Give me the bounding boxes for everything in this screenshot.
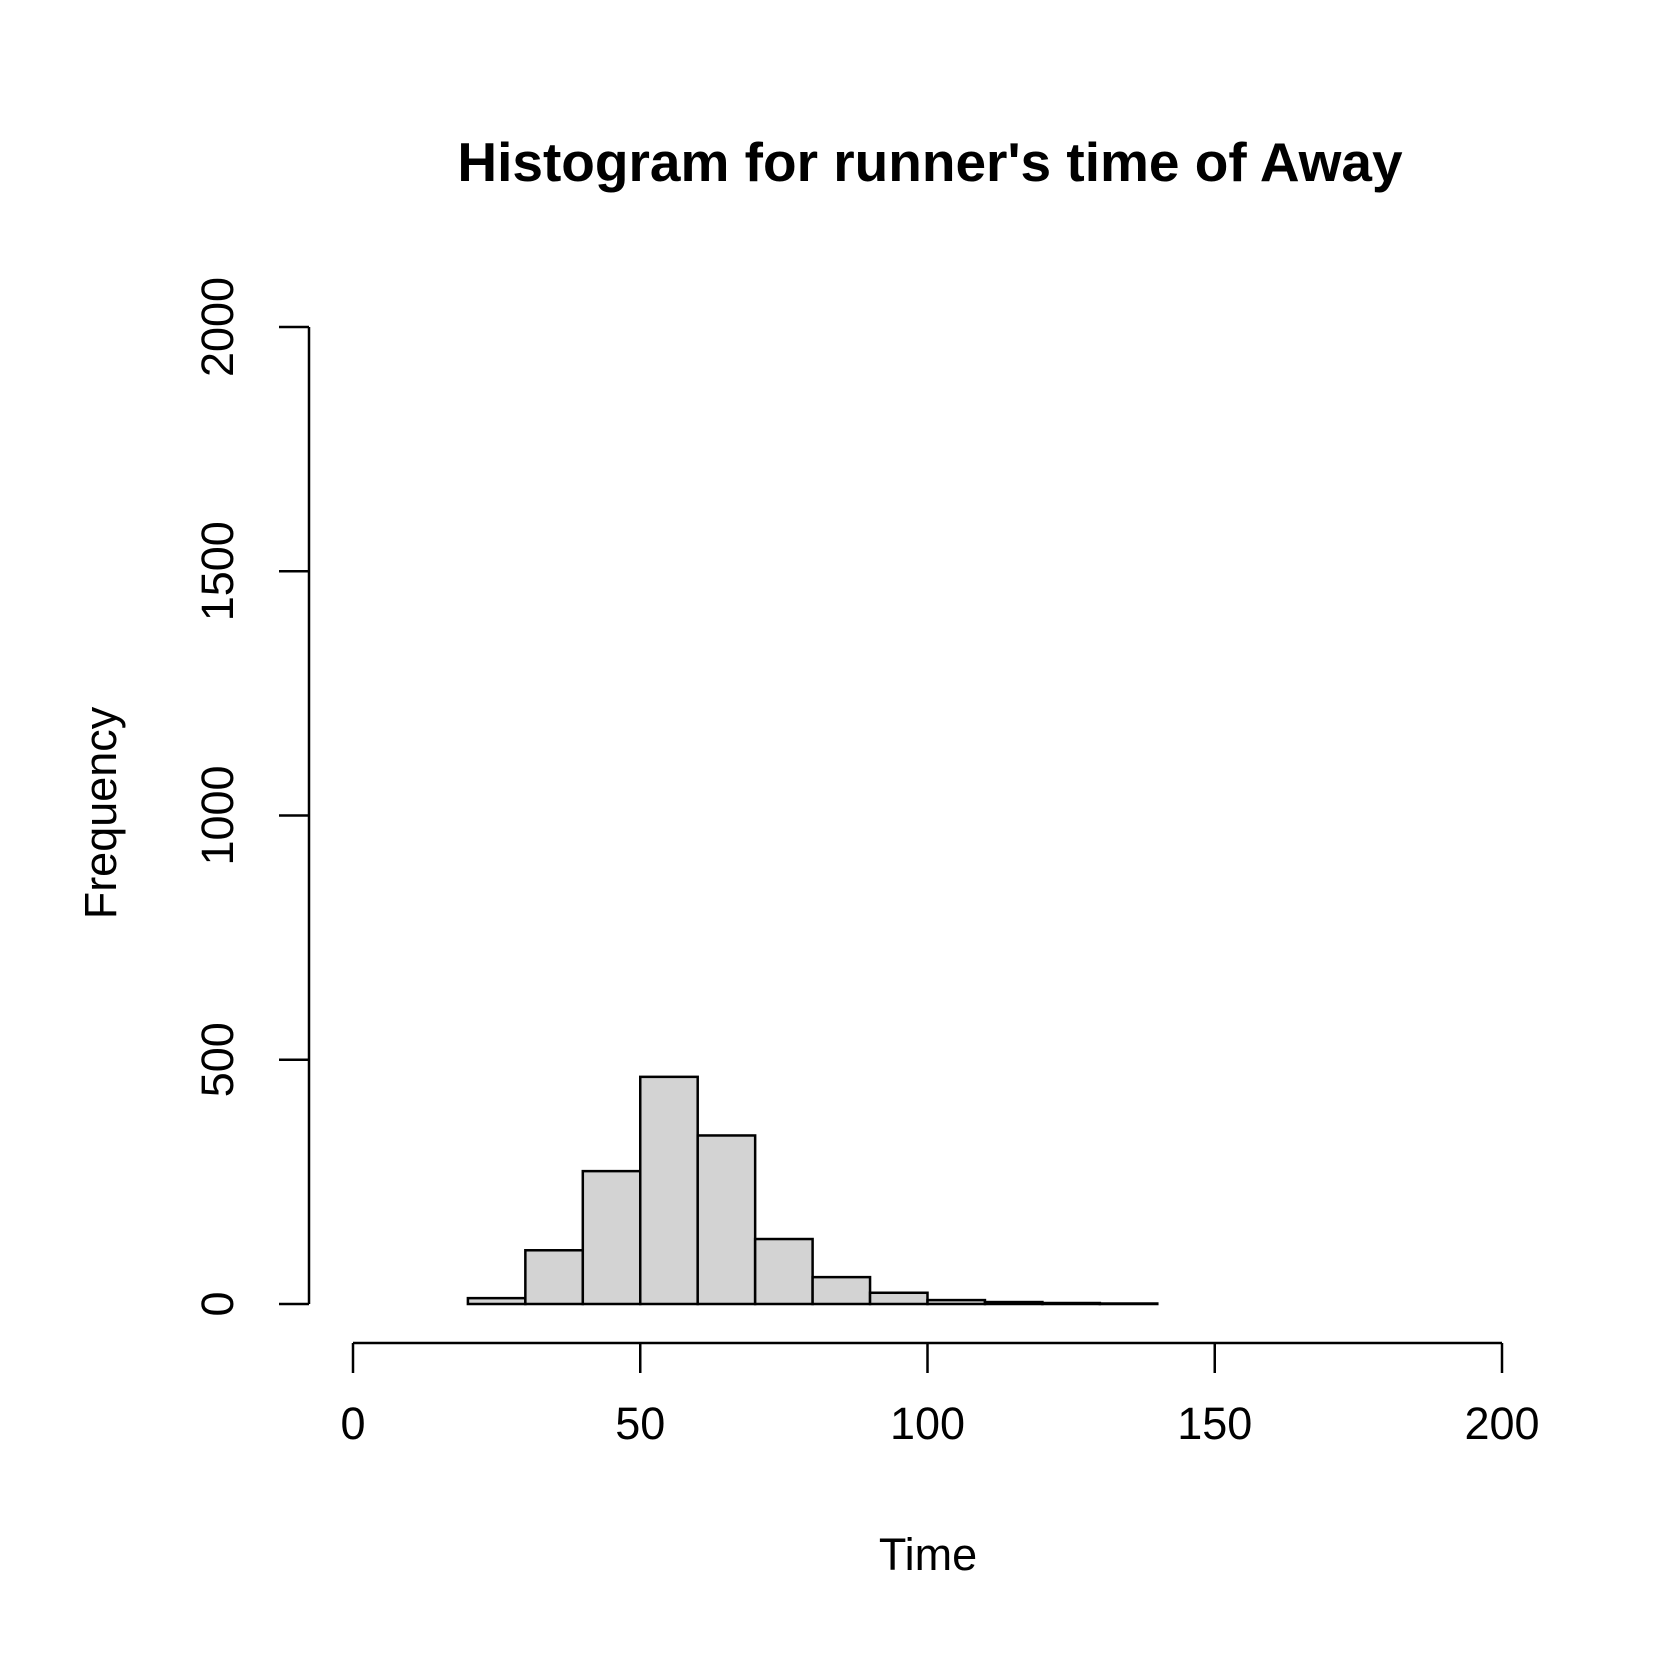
- y-tick-label: 0: [192, 1291, 243, 1316]
- histogram-bar: [753, 1237, 814, 1306]
- histogram-bar: [524, 1249, 585, 1306]
- histogram-bar: [466, 1296, 527, 1306]
- x-tick-label: 150: [1177, 1398, 1252, 1449]
- x-tick-label: 100: [890, 1398, 965, 1449]
- y-tick-label: 500: [192, 1022, 243, 1097]
- x-tick-label: 50: [615, 1398, 665, 1449]
- histogram-bar: [868, 1291, 929, 1306]
- histogram-bar: [581, 1169, 642, 1306]
- histogram-bar: [811, 1275, 872, 1306]
- y-axis-label: Frequency: [75, 706, 126, 919]
- histogram-bar: [1098, 1302, 1159, 1306]
- chart-title: Histogram for runner's time of Away: [457, 131, 1403, 193]
- histogram-bar: [983, 1300, 1044, 1306]
- x-tick-label: 200: [1464, 1398, 1539, 1449]
- x-axis: 0 50 100 150 200: [340, 1341, 1540, 1449]
- histogram-bar: [639, 1075, 699, 1306]
- y-tick-label: 1000: [192, 765, 243, 865]
- y-axis: 0 500 1000 1500 2000: [192, 277, 311, 1317]
- histogram-bar: [696, 1134, 757, 1306]
- y-tick-label: 2000: [192, 277, 243, 377]
- histogram-bar: [1041, 1301, 1102, 1306]
- x-tick-label: 0: [340, 1398, 365, 1449]
- bars-group: [466, 1075, 1159, 1306]
- histogram-bar: [926, 1298, 987, 1306]
- x-axis-label: Time: [879, 1529, 977, 1580]
- y-tick-label: 1500: [192, 521, 243, 621]
